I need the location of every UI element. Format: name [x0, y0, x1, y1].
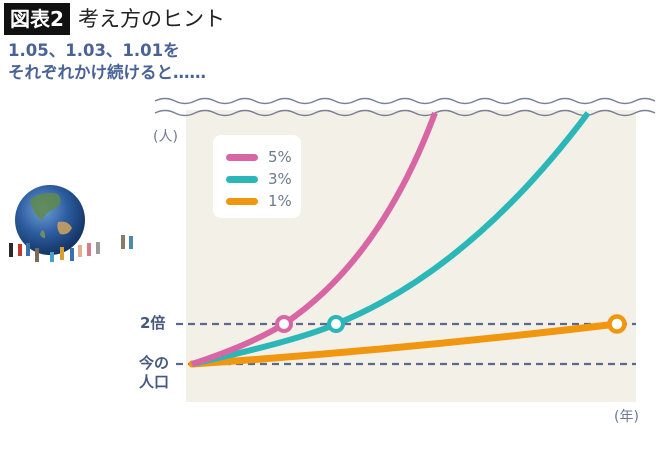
series-3pct-line [191, 111, 591, 367]
wave-line-top [154, 97, 656, 105]
series-1pct-line [188, 320, 621, 368]
legend-swatch-pink-icon [226, 153, 258, 161]
wave-line-bottom [154, 109, 656, 117]
doubling-marker-3pct [327, 315, 345, 333]
y-tick-current-population: 今の 人口 [139, 354, 169, 392]
series-5pct-line [191, 111, 438, 367]
subtitle-line-2: それぞれかけ続けると…… [8, 63, 206, 82]
legend-item-1pct: 1% [226, 189, 292, 213]
figure-number-badge: 図表2 [4, 3, 70, 35]
globe-with-people-illustration [9, 185, 133, 262]
figure-title: 考え方のヒント [78, 7, 225, 31]
people-figures-icon [9, 235, 133, 262]
figure-subtitle: 1.05、1.03、1.01を それぞれかけ続けると…… [8, 40, 206, 84]
chart-legend: 5% 3% 1% [213, 135, 301, 218]
y-tick-current-line-2: 人口 [139, 373, 170, 391]
doubling-marker-5pct [275, 315, 293, 333]
subtitle-line-1: 1.05、1.03、1.01を [8, 41, 180, 60]
legend-label: 3% [268, 170, 292, 188]
legend-swatch-teal-icon [226, 175, 258, 183]
y-axis-unit-label: (人) [153, 129, 178, 145]
doubling-marker-1pct [607, 314, 627, 334]
legend-item-5pct: 5% [226, 145, 292, 169]
legend-label: 1% [268, 192, 292, 210]
y-tick-double: 2倍 [140, 314, 166, 332]
legend-label: 5% [268, 148, 292, 166]
axis-break-waves [154, 97, 656, 117]
x-axis-unit-label: (年) [614, 409, 639, 425]
legend-swatch-orange-icon [226, 197, 258, 205]
y-tick-current-line-1: 今の [139, 354, 170, 372]
legend-item-3pct: 3% [226, 167, 292, 191]
